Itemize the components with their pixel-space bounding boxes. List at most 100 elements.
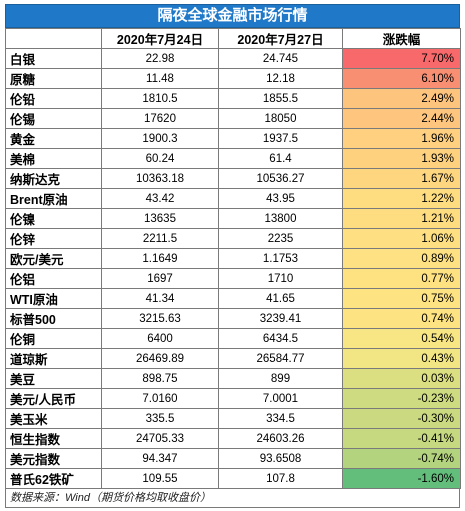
table-row: 伦铜 6400 6434.5 0.54% (5, 328, 461, 349)
market-table: 2020年7月24日 2020年7月27日 涨跌幅 白银 22.98 24.745 7… (5, 28, 461, 489)
table-row: 美玉米 335.5 334.5 -0.30% (5, 408, 461, 429)
row-change: 7.70% (342, 48, 461, 69)
table-row: 伦铅 1810.5 1855.5 2.49% (5, 88, 461, 109)
row-value-date-2: 43.95 (218, 188, 343, 209)
row-name: 伦铝 (5, 268, 102, 289)
table-row: 美元/人民币 7.0160 7.0001 -0.23% (5, 388, 461, 409)
table-row: 伦镍 13635 13800 1.21% (5, 208, 461, 229)
row-value-date-1: 1810.5 (101, 88, 219, 109)
row-value-date-1: 335.5 (101, 408, 219, 429)
table-row: Brent原油 43.42 43.95 1.22% (5, 188, 461, 209)
row-value-date-1: 1697 (101, 268, 219, 289)
row-value-date-1: 17620 (101, 108, 219, 129)
row-change: 1.22% (342, 188, 461, 209)
row-value-date-2: 6434.5 (218, 328, 343, 349)
row-value-date-2: 1937.5 (218, 128, 343, 149)
row-value-date-2: 41.65 (218, 288, 343, 309)
market-table-panel: 隔夜全球金融市场行情 2020年7月24日 2020年7月27日 涨跌幅 白银 2… (5, 4, 461, 508)
header-date-1: 2020年7月24日 (101, 28, 219, 49)
row-name: 美元/人民币 (5, 388, 102, 409)
table-row: WTI原油 41.34 41.65 0.75% (5, 288, 461, 309)
row-value-date-2: 13800 (218, 208, 343, 229)
row-value-date-1: 60.24 (101, 148, 219, 169)
row-value-date-2: 1855.5 (218, 88, 343, 109)
row-value-date-1: 1.1649 (101, 248, 219, 269)
row-value-date-1: 2211.5 (101, 228, 219, 249)
row-value-date-1: 94.347 (101, 448, 219, 469)
row-change: 0.75% (342, 288, 461, 309)
row-name: 美棉 (5, 148, 102, 169)
row-value-date-1: 43.42 (101, 188, 219, 209)
row-change: -0.41% (342, 428, 461, 449)
row-name: 标普500 (5, 308, 102, 329)
row-value-date-2: 334.5 (218, 408, 343, 429)
row-name: 美豆 (5, 368, 102, 389)
row-value-date-1: 11.48 (101, 68, 219, 89)
row-value-date-1: 10363.18 (101, 168, 219, 189)
row-name: 恒生指数 (5, 428, 102, 449)
row-change: -0.23% (342, 388, 461, 409)
row-change: 0.77% (342, 268, 461, 289)
row-value-date-2: 1.1753 (218, 248, 343, 269)
table-row: 黄金 1900.3 1937.5 1.96% (5, 128, 461, 149)
row-change: 1.21% (342, 208, 461, 229)
row-change: 1.06% (342, 228, 461, 249)
row-value-date-2: 93.6508 (218, 448, 343, 469)
row-change: 0.89% (342, 248, 461, 269)
table-row: 伦锡 17620 18050 2.44% (5, 108, 461, 129)
row-value-date-1: 6400 (101, 328, 219, 349)
row-name: 美元指数 (5, 448, 102, 469)
row-change: 1.96% (342, 128, 461, 149)
header-change: 涨跌幅 (342, 28, 461, 49)
row-name: 白银 (5, 48, 102, 69)
row-change: 0.43% (342, 348, 461, 369)
table-row: 道琼斯 26469.89 26584.77 0.43% (5, 348, 461, 369)
row-change: 1.93% (342, 148, 461, 169)
table-row: 白银 22.98 24.745 7.70% (5, 48, 461, 69)
row-value-date-1: 13635 (101, 208, 219, 229)
table-row: 欧元/美元 1.1649 1.1753 0.89% (5, 248, 461, 269)
source-note: 数据来源：Wind（期货价格均取收盘价） (5, 489, 460, 508)
row-value-date-1: 26469.89 (101, 348, 219, 369)
table-row: 普氏62铁矿 109.55 107.8 -1.60% (5, 468, 461, 489)
row-value-date-2: 24.745 (218, 48, 343, 69)
row-name: 纳斯达克 (5, 168, 102, 189)
header-row: 2020年7月24日 2020年7月27日 涨跌幅 (5, 28, 461, 49)
row-name: 伦铅 (5, 88, 102, 109)
row-value-date-1: 22.98 (101, 48, 219, 69)
row-value-date-1: 41.34 (101, 288, 219, 309)
header-name (5, 28, 102, 49)
row-value-date-1: 24705.33 (101, 428, 219, 449)
row-name: 伦镍 (5, 208, 102, 229)
table-row: 纳斯达克 10363.18 10536.27 1.67% (5, 168, 461, 189)
row-name: WTI原油 (5, 288, 102, 309)
row-value-date-2: 7.0001 (218, 388, 343, 409)
row-value-date-1: 1900.3 (101, 128, 219, 149)
row-name: 伦铜 (5, 328, 102, 349)
row-value-date-2: 18050 (218, 108, 343, 129)
row-value-date-2: 3239.41 (218, 308, 343, 329)
header-date-2: 2020年7月27日 (218, 28, 343, 49)
table-row: 恒生指数 24705.33 24603.26 -0.41% (5, 428, 461, 449)
row-value-date-1: 109.55 (101, 468, 219, 489)
row-change: -1.60% (342, 468, 461, 489)
table-row: 美棉 60.24 61.4 1.93% (5, 148, 461, 169)
row-name: Brent原油 (5, 188, 102, 209)
row-value-date-2: 24603.26 (218, 428, 343, 449)
row-change: 0.54% (342, 328, 461, 349)
row-change: 2.49% (342, 88, 461, 109)
row-name: 伦锡 (5, 108, 102, 129)
row-value-date-2: 10536.27 (218, 168, 343, 189)
row-name: 原糖 (5, 68, 102, 89)
row-change: 2.44% (342, 108, 461, 129)
row-name: 欧元/美元 (5, 248, 102, 269)
row-value-date-2: 2235 (218, 228, 343, 249)
row-name: 黄金 (5, 128, 102, 149)
row-value-date-1: 3215.63 (101, 308, 219, 329)
row-value-date-1: 898.75 (101, 368, 219, 389)
table-row: 美元指数 94.347 93.6508 -0.74% (5, 448, 461, 469)
table-row: 美豆 898.75 899 0.03% (5, 368, 461, 389)
row-value-date-2: 61.4 (218, 148, 343, 169)
table-row: 原糖 11.48 12.18 6.10% (5, 68, 461, 89)
row-change: 0.74% (342, 308, 461, 329)
